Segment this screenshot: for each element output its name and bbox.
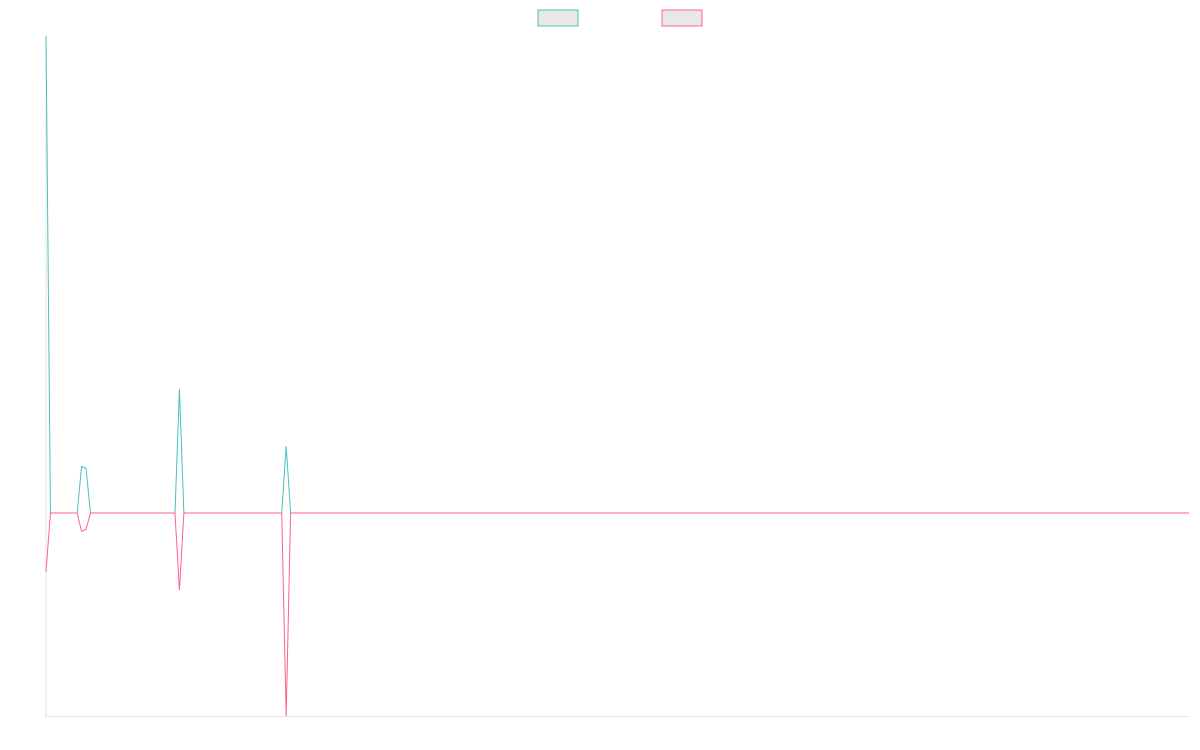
series-line-2 (45, 512, 1189, 717)
legend-swatch-1[interactable] (537, 9, 579, 27)
legend (537, 9, 703, 27)
axes (45, 36, 1189, 717)
series-line-1 (45, 35, 1189, 514)
series-group (45, 35, 1189, 717)
legend-swatch-2[interactable] (661, 9, 703, 27)
